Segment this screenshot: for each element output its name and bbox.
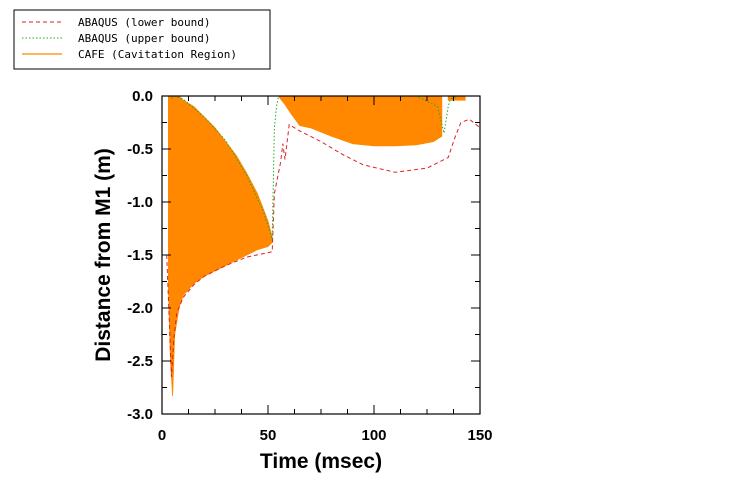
cavitation-region bbox=[167, 95, 273, 397]
legend-box bbox=[13, 9, 271, 70]
legend-entry: CAFE (Cavitation Region) bbox=[22, 48, 237, 61]
x-tick-label: 100 bbox=[361, 427, 386, 444]
y-axis-title: Distance from M1 (m) bbox=[92, 148, 115, 362]
y-tick-label: -1.0 bbox=[127, 194, 153, 211]
x-axis-title: Time (msec) bbox=[260, 450, 382, 473]
series-line-upper-bound bbox=[171, 95, 480, 240]
y-tick-label: -2.0 bbox=[127, 300, 153, 317]
series-lines bbox=[166, 95, 481, 377]
y-tick-label: -2.5 bbox=[127, 353, 153, 370]
x-tick-label: 50 bbox=[260, 427, 277, 444]
legend-entry: ABAQUS (lower bound) bbox=[22, 16, 210, 29]
legend-label: ABAQUS (upper bound) bbox=[78, 32, 210, 45]
legend-entry: ABAQUS (upper bound) bbox=[22, 32, 210, 45]
x-tick-label: 0 bbox=[158, 427, 166, 444]
legend: ABAQUS (lower bound) ABAQUS (upper bound… bbox=[13, 9, 271, 70]
cavitation-regions bbox=[167, 95, 466, 397]
y-tick-label: -1.5 bbox=[127, 247, 153, 264]
cavitation-region bbox=[447, 95, 466, 101]
legend-label: ABAQUS (lower bound) bbox=[78, 16, 210, 29]
x-tick-label: 150 bbox=[467, 427, 492, 444]
axis-ticks: 0 50 100 150 0.0 -0.5 -1.0 -1.5 -2.0 -2.5 -3.0 bbox=[127, 88, 492, 444]
series-line-lower-bound bbox=[166, 118, 481, 377]
y-tick-label: -0.5 bbox=[127, 141, 153, 158]
legend-label: CAFE (Cavitation Region) bbox=[78, 48, 237, 61]
y-tick-label: -3.0 bbox=[127, 406, 153, 423]
y-tick-label: 0.0 bbox=[132, 88, 153, 105]
cavitation-region bbox=[277, 95, 443, 147]
